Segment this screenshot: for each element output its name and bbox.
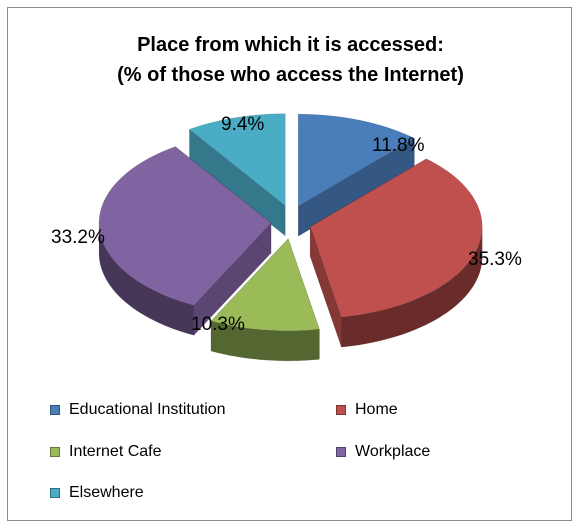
pie-slice-top-elsewhere xyxy=(188,113,286,207)
data-label-internet-cafe: 10.3% xyxy=(191,314,245,335)
pie-slice-educational-institution xyxy=(297,113,416,237)
data-label-workplace: 33.2% xyxy=(51,227,105,248)
pie-slice-top-home xyxy=(309,158,483,318)
chart-title-line-2: (% of those who access the Internet) xyxy=(117,64,464,86)
pie-slice-top-internet-cafe xyxy=(210,238,320,332)
data-label-educational-institution: 11.8% xyxy=(372,135,425,156)
pie-slice-internet-cafe xyxy=(210,238,320,362)
pie-slice-side-home xyxy=(341,226,483,348)
data-label-home: 35.3% xyxy=(468,249,522,270)
chart-title-line-1: Place from which it is accessed: xyxy=(137,34,444,56)
pie-slice-home xyxy=(309,158,483,348)
chart-title: Place from which it is accessed: (% of t… xyxy=(0,30,581,90)
pie-slice-top-educational-institution xyxy=(297,113,416,207)
pie-slice-workplace xyxy=(98,146,272,337)
data-label-elsewhere: 9.4% xyxy=(221,114,264,135)
pie-slice-elsewhere xyxy=(188,113,286,237)
pie-slice-top-workplace xyxy=(98,146,272,306)
